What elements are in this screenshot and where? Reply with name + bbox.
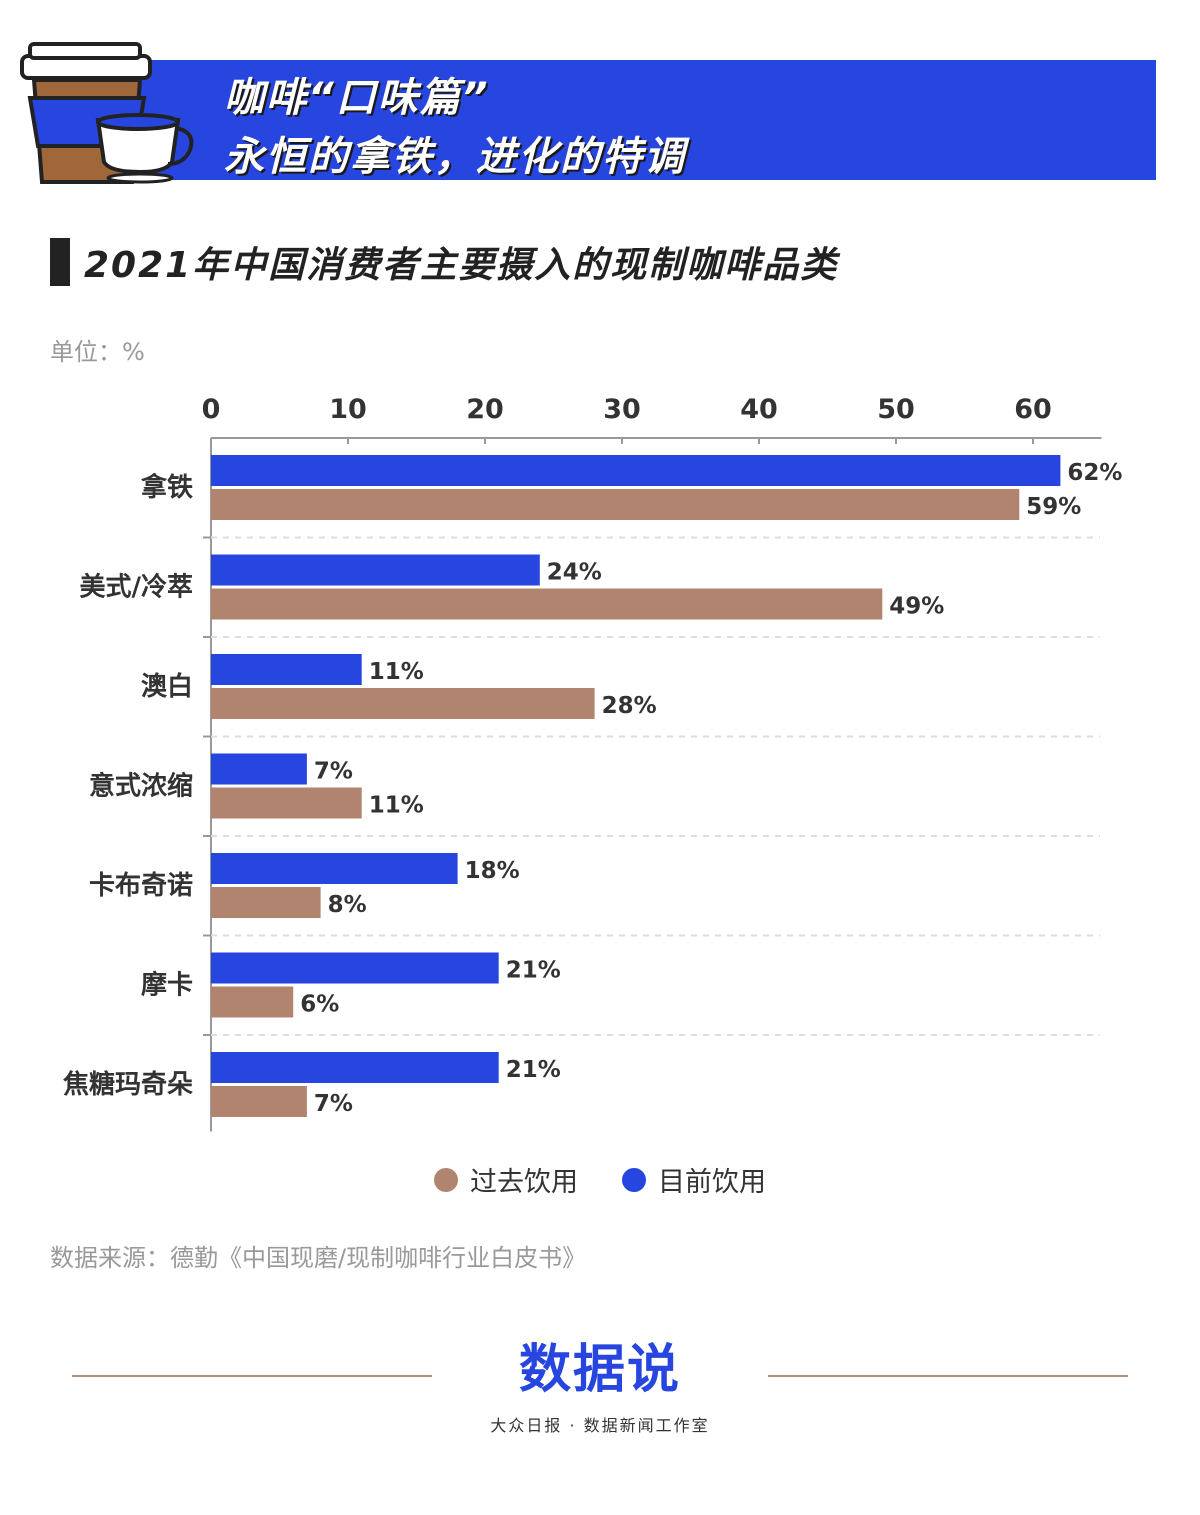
data-source: 数据来源：德勤《中国现磨/现制咖啡行业白皮书》 <box>50 1244 587 1272</box>
data-label-past: 59% <box>1026 494 1081 520</box>
category-label: 意式浓缩 <box>89 771 193 802</box>
legend: 过去饮用 目前饮用 <box>0 1160 1200 1199</box>
legend-dot-past <box>434 1167 458 1192</box>
data-label-past: 49% <box>889 594 944 620</box>
bar-current <box>211 753 307 785</box>
bar-current <box>211 654 362 685</box>
x-tick-label: 30 <box>603 394 641 425</box>
chart-title: 2021年中国消费者主要摄入的现制咖啡品类 <box>50 238 838 286</box>
header-banner: 咖啡“口味篇” 永恒的拿铁，进化的特调 <box>0 40 1200 200</box>
footer-divider-right <box>768 1375 1128 1377</box>
x-tick-label: 20 <box>466 394 504 425</box>
category-label: 焦糖玛奇朵 <box>63 1069 193 1100</box>
data-label-current: 11% <box>369 659 424 685</box>
chart-title-text: 2021年中国消费者主要摄入的现制咖啡品类 <box>84 245 839 286</box>
x-tick-label: 0 <box>202 394 221 425</box>
category-label: 美式/冷萃 <box>80 572 194 603</box>
banner-subtitle: 永恒的拿铁，进化的特调 <box>224 134 686 180</box>
data-label-current: 62% <box>1067 460 1122 486</box>
title-marker <box>50 238 70 286</box>
data-label-current: 21% <box>506 958 561 984</box>
bar-past <box>211 489 1020 520</box>
data-label-past: 7% <box>314 1091 353 1117</box>
category-label: 澳白 <box>141 671 193 702</box>
bar-current <box>211 455 1061 486</box>
x-tick-label: 40 <box>740 394 778 425</box>
coffee-cup-icon <box>20 42 194 184</box>
footer-divider-left <box>72 1375 432 1377</box>
data-label-past: 6% <box>300 992 339 1018</box>
data-label-past: 11% <box>369 793 424 819</box>
bar-current <box>211 554 540 586</box>
data-label-current: 18% <box>465 858 520 884</box>
legend-item-current: 目前饮用 <box>622 1160 766 1199</box>
data-label-past: 8% <box>328 892 367 918</box>
bar-past <box>211 887 321 918</box>
category-label: 卡布奇诺 <box>89 871 193 901</box>
bar-past <box>211 688 595 719</box>
bar-past <box>211 588 883 620</box>
x-tick-label: 60 <box>1014 394 1052 425</box>
category-label: 摩卡 <box>141 970 193 1001</box>
unit-label: 单位：% <box>50 338 145 366</box>
banner-title: 咖啡“口味篇” <box>224 75 490 121</box>
bar-current <box>211 952 499 984</box>
legend-dot-current <box>622 1167 646 1192</box>
legend-item-past: 过去饮用 <box>434 1160 578 1199</box>
bar-past <box>211 1086 307 1117</box>
logo-mark: 数据说 <box>518 1340 681 1400</box>
x-tick-label: 10 <box>329 394 367 425</box>
legend-label-current: 目前饮用 <box>658 1167 766 1198</box>
data-label-current: 24% <box>547 560 602 586</box>
data-label-current: 7% <box>314 759 353 785</box>
data-label-past: 28% <box>602 693 657 719</box>
x-tick-label: 50 <box>877 394 915 425</box>
bar-current <box>211 1052 499 1083</box>
logo-subtitle: 大众日报 · 数据新闻工作室 <box>490 1416 710 1435</box>
category-label: 拿铁 <box>140 472 193 503</box>
banner-bar <box>130 60 1156 180</box>
bar-past <box>211 787 362 819</box>
data-label-current: 21% <box>506 1057 561 1083</box>
logo: 数据说 大众日报 · 数据新闻工作室 <box>480 1340 720 1436</box>
bar-current <box>211 853 458 884</box>
legend-label-past: 过去饮用 <box>470 1167 578 1198</box>
bar-past <box>211 986 294 1018</box>
bar-chart: 0 10 20 30 40 50 60 拿铁 62% 59% 美式/冷萃 24% 49% 澳白 11% 28%… <box>63 394 1122 1132</box>
